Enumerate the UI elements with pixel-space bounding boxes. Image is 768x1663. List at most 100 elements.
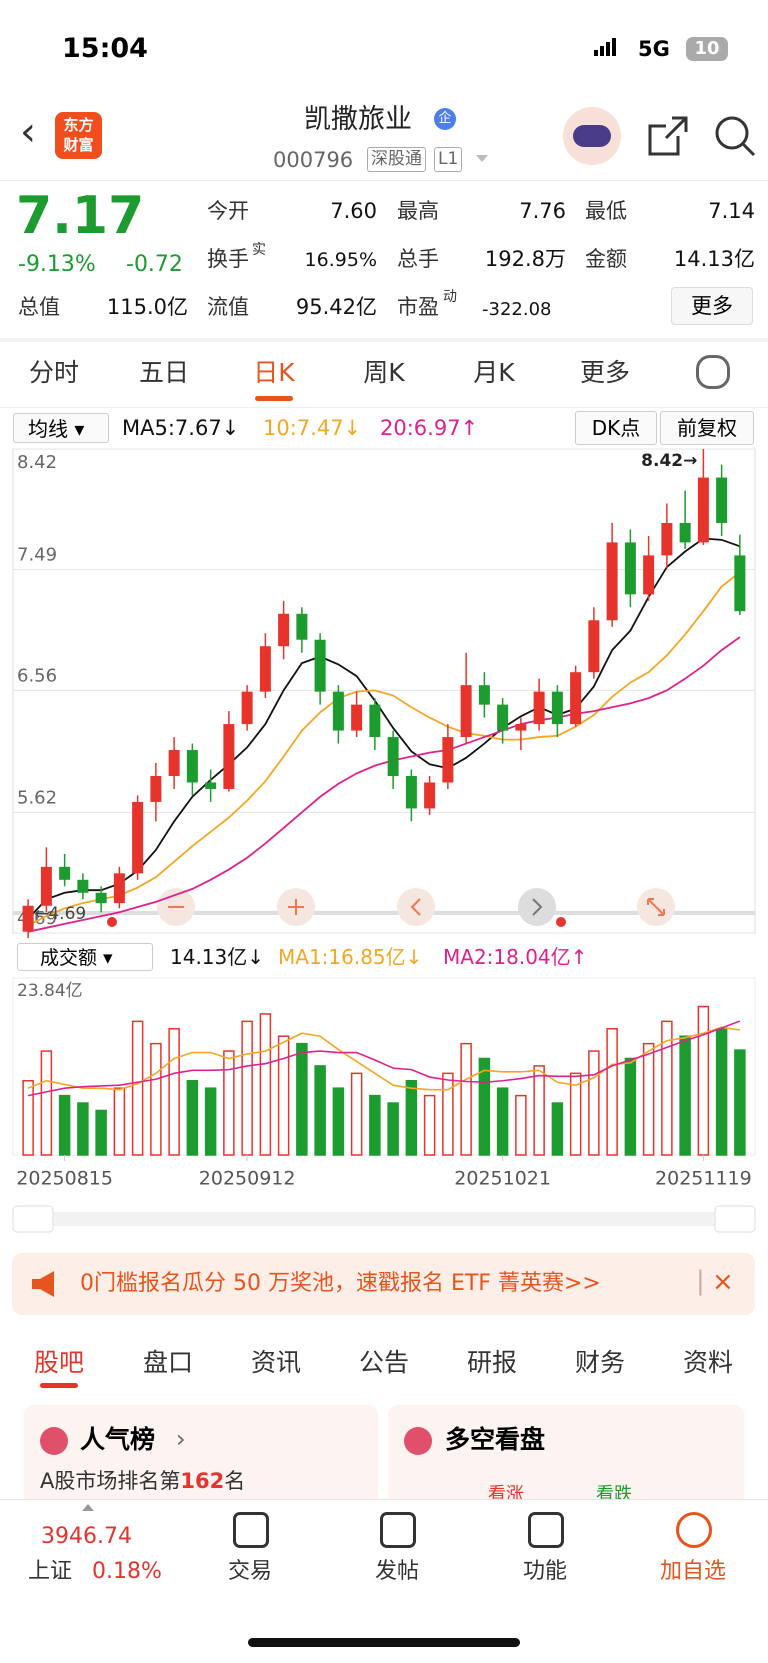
back-button[interactable]: ‹ <box>20 109 36 155</box>
nav-label[interactable]: 发帖 <box>374 1559 419 1584</box>
legend-entry: MA2:18.04亿↑ <box>443 945 588 969</box>
volume-bar <box>697 1005 710 1156</box>
vs-icon <box>404 1427 432 1455</box>
volume-bar <box>204 1087 217 1156</box>
period-tab[interactable]: 月K <box>473 358 515 387</box>
y-tick-label: 8.42 <box>17 452 57 473</box>
volume-bar <box>588 1050 600 1156</box>
scrollbar[interactable] <box>13 1212 755 1226</box>
banner[interactable] <box>12 1253 755 1315</box>
volume-select[interactable]: 成交额 ▾ <box>17 943 153 971</box>
candle-body <box>497 704 509 731</box>
x-tick-label: 20250815 <box>16 1168 113 1190</box>
rank-unit: 名 <box>224 1469 246 1493</box>
period-tab[interactable]: 五日 <box>138 358 189 387</box>
nav-label[interactable]: 交易 <box>227 1559 272 1584</box>
tag: L1 <box>434 147 463 172</box>
volume-bar <box>533 1065 545 1156</box>
nav-label[interactable]: 加自选 <box>659 1559 726 1584</box>
ma-line <box>27 537 741 920</box>
field-label: 流值 <box>207 295 249 319</box>
section-tab[interactable]: 盘口 <box>142 1348 193 1377</box>
period-tab[interactable]: 周K <box>363 358 405 387</box>
candle-body <box>77 879 89 893</box>
candle-body <box>186 750 198 783</box>
volume-bar <box>661 1020 673 1156</box>
volume-bar <box>624 1057 637 1156</box>
settings-icon[interactable] <box>696 355 730 389</box>
period-tab[interactable]: 分时 <box>28 358 79 387</box>
control-icons <box>168 898 665 916</box>
y-tick-label: 23.84亿 <box>17 981 83 1001</box>
adjust-button[interactable]: 前复权 <box>660 411 754 445</box>
volume-bar <box>405 1080 418 1156</box>
volume-bar <box>642 1042 655 1156</box>
chart-controls[interactable] <box>157 888 675 926</box>
index-change: 0.18% <box>92 1559 162 1584</box>
marker-dot <box>107 917 117 927</box>
section-tab[interactable]: 资讯 <box>250 1348 301 1377</box>
candle-body <box>168 750 180 776</box>
sentiment-card[interactable] <box>388 1405 744 1505</box>
banner-close[interactable]: × <box>712 1267 734 1297</box>
assistant-avatar[interactable] <box>563 107 621 165</box>
volume-bar <box>679 1035 691 1156</box>
scroll-handle[interactable] <box>714 1205 756 1233</box>
candle-body <box>259 646 271 692</box>
volume-bar <box>77 1102 89 1156</box>
period-tab[interactable]: 日K <box>253 358 295 387</box>
share-icon[interactable] <box>646 114 690 158</box>
change-pct: -9.13% <box>18 252 96 277</box>
price-frame <box>12 448 756 934</box>
card-title: 多空看盘 <box>445 1425 546 1454</box>
volume-bar <box>350 1072 363 1156</box>
logo[interactable]: 东方 财富 <box>55 112 102 159</box>
badge: 企 <box>434 108 456 130</box>
tab-underline <box>255 396 293 401</box>
dk-button[interactable]: DK点 <box>575 411 657 445</box>
field-label: 换手 <box>207 247 249 271</box>
volume-bar <box>369 1094 381 1156</box>
nav-label[interactable]: 功能 <box>522 1559 567 1584</box>
section-tab[interactable]: 公告 <box>358 1348 409 1377</box>
scroll-handle[interactable] <box>12 1205 54 1233</box>
ma-select[interactable]: 均线 ▾ <box>13 413 109 443</box>
stock-code: 000796 <box>273 148 354 172</box>
dropdown-arrow[interactable] <box>476 155 488 168</box>
field-value: -322.08 <box>482 299 552 320</box>
field-label: 总手 <box>397 247 439 271</box>
rank-card[interactable] <box>24 1405 378 1505</box>
nav-icon[interactable] <box>233 1512 269 1548</box>
nav-icon[interactable] <box>676 1512 712 1548</box>
nav-icon[interactable] <box>528 1512 564 1548</box>
section-tab[interactable]: 资料 <box>682 1348 733 1377</box>
section-tab[interactable]: 研报 <box>466 1348 517 1377</box>
nav-icon[interactable] <box>380 1512 416 1548</box>
ma-line <box>27 636 741 933</box>
divider <box>0 338 768 342</box>
volume-bar <box>551 1102 564 1156</box>
divider <box>0 180 768 181</box>
scroll-left[interactable] <box>397 888 435 926</box>
candle-body <box>424 782 436 809</box>
ma-line <box>27 571 741 927</box>
volume-bar <box>223 1050 235 1156</box>
candle-body <box>296 613 308 640</box>
scroll-right[interactable] <box>518 888 556 926</box>
candle-body <box>624 542 636 595</box>
expand-arrow[interactable] <box>82 1504 94 1511</box>
more-button[interactable]: 更多 <box>671 287 753 325</box>
battery: 10 <box>686 37 728 61</box>
search-icon[interactable] <box>713 114 757 158</box>
volume-bar <box>22 1080 34 1156</box>
index-name: 上证 <box>28 1559 73 1584</box>
candle-body <box>478 685 490 705</box>
volume-bar <box>496 1087 509 1156</box>
period-tab[interactable]: 更多 <box>579 358 630 387</box>
field-label: 最高 <box>397 199 439 223</box>
field-sup: 动 <box>443 289 457 305</box>
section-tab[interactable]: 财务 <box>574 1348 625 1377</box>
field-value: 192.8万 <box>484 247 566 271</box>
volume-bar <box>423 1094 436 1156</box>
section-tab[interactable]: 股吧 <box>33 1348 84 1377</box>
